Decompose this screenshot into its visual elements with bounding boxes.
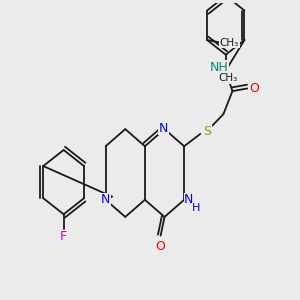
Text: O: O [249, 82, 259, 95]
Text: O: O [156, 240, 166, 253]
Text: H: H [192, 203, 200, 213]
Text: N: N [101, 193, 110, 206]
Text: N: N [184, 193, 194, 206]
Text: CH₃: CH₃ [218, 73, 237, 83]
Text: N: N [159, 122, 168, 135]
Text: NH: NH [209, 61, 228, 74]
Text: CH₃: CH₃ [220, 38, 239, 48]
Text: F: F [60, 230, 67, 243]
Text: S: S [203, 125, 211, 138]
